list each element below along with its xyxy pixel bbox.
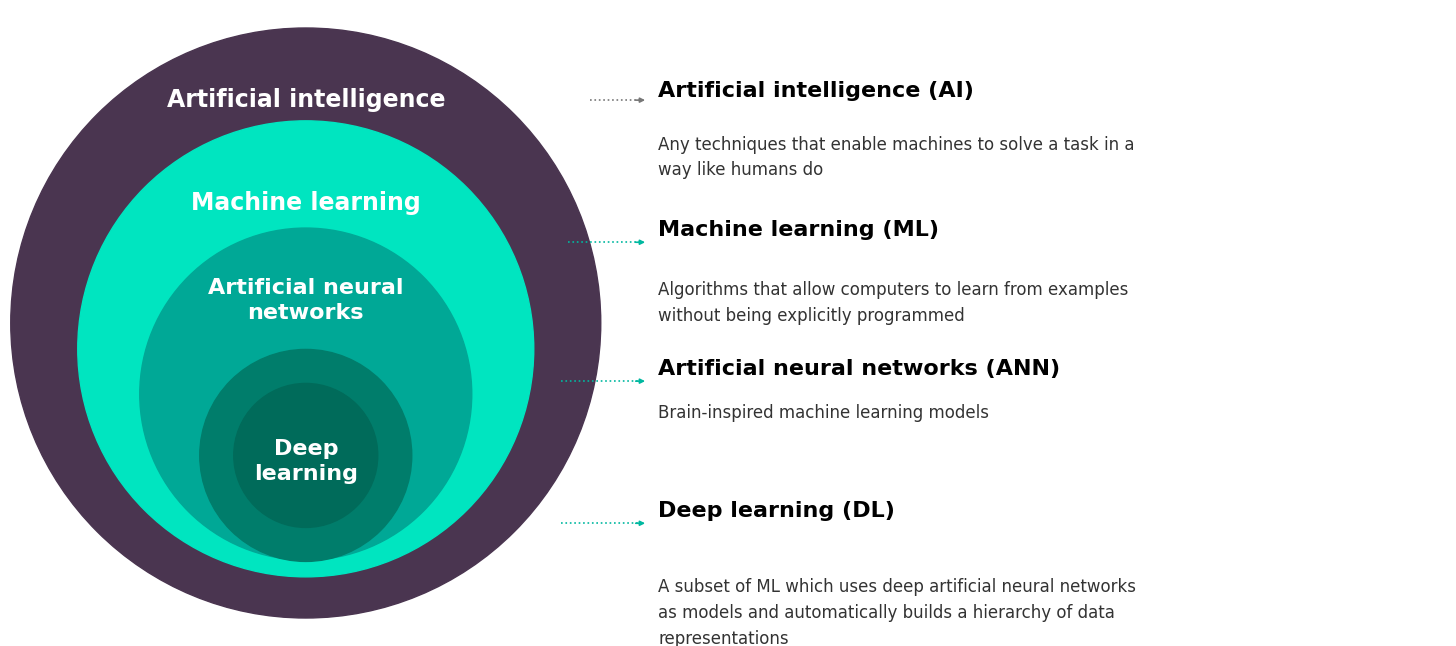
Text: Machine learning: Machine learning: [191, 191, 421, 216]
Circle shape: [199, 349, 412, 561]
Circle shape: [140, 228, 472, 560]
Text: Brain-inspired machine learning models: Brain-inspired machine learning models: [658, 404, 989, 422]
Circle shape: [234, 384, 377, 527]
Text: Artificial neural
networks: Artificial neural networks: [208, 278, 403, 323]
Text: Deep learning (DL): Deep learning (DL): [658, 501, 895, 521]
Circle shape: [10, 28, 601, 618]
Text: Algorithms that allow computers to learn from examples
without being explicitly : Algorithms that allow computers to learn…: [658, 281, 1128, 325]
Text: Machine learning (ML): Machine learning (ML): [658, 220, 939, 240]
Text: Deep
learning: Deep learning: [253, 439, 358, 484]
Text: Artificial intelligence (AI): Artificial intelligence (AI): [658, 81, 974, 101]
Text: A subset of ML which uses deep artificial neural networks
as models and automati: A subset of ML which uses deep artificia…: [658, 578, 1136, 646]
Text: Artificial intelligence: Artificial intelligence: [166, 88, 446, 112]
Text: Artificial neural networks (ANN): Artificial neural networks (ANN): [658, 359, 1060, 379]
Text: Any techniques that enable machines to solve a task in a
way like humans do: Any techniques that enable machines to s…: [658, 136, 1134, 180]
Circle shape: [77, 121, 534, 577]
